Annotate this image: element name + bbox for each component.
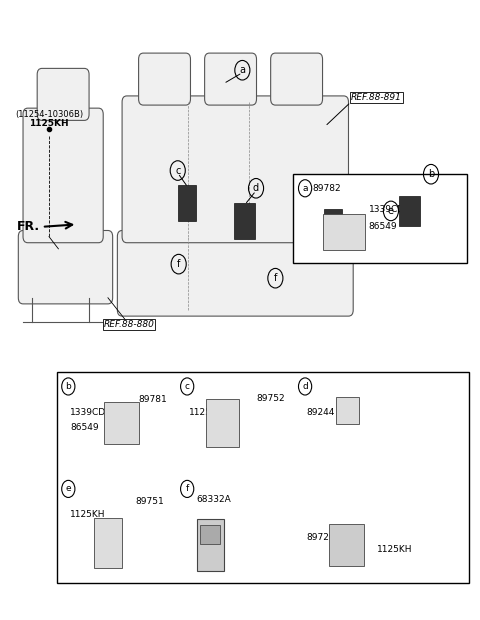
Text: d: d [253,184,259,193]
Text: f: f [177,259,180,269]
Text: REF.88-891: REF.88-891 [351,93,402,102]
FancyBboxPatch shape [18,231,113,304]
Text: REF.88-880: REF.88-880 [104,320,155,329]
Text: 89244: 89244 [306,407,335,417]
Text: 89782: 89782 [312,184,341,193]
FancyBboxPatch shape [399,196,420,226]
Text: 1339CD: 1339CD [369,205,405,213]
Text: 86549: 86549 [70,423,99,432]
FancyBboxPatch shape [104,402,139,444]
Text: 89752: 89752 [256,394,285,403]
Text: a: a [240,65,245,75]
Text: 1125KH: 1125KH [377,545,412,554]
FancyBboxPatch shape [323,214,365,250]
Text: 1125KH: 1125KH [70,510,106,519]
FancyBboxPatch shape [178,185,196,221]
Text: e: e [388,206,394,216]
Text: 1339CD: 1339CD [70,407,107,417]
Text: f: f [274,273,277,283]
FancyBboxPatch shape [206,399,239,447]
FancyBboxPatch shape [37,68,89,120]
Text: FR.: FR. [16,220,39,233]
Text: 89781: 89781 [138,396,167,404]
FancyBboxPatch shape [234,203,255,239]
FancyBboxPatch shape [204,53,256,105]
Text: b: b [65,382,71,391]
Text: 1125KH: 1125KH [29,119,69,128]
FancyBboxPatch shape [324,209,342,239]
Text: a: a [302,184,308,193]
FancyBboxPatch shape [336,397,359,424]
FancyBboxPatch shape [200,525,220,544]
Text: 86549: 86549 [369,222,397,231]
FancyBboxPatch shape [58,373,469,583]
Text: 1125KH: 1125KH [189,407,225,417]
Text: f: f [186,484,189,494]
FancyBboxPatch shape [293,174,467,263]
Text: 68332A: 68332A [197,495,231,505]
Text: (11254-10306B): (11254-10306B) [15,110,83,119]
FancyBboxPatch shape [118,231,353,316]
Text: c: c [185,382,190,391]
Text: b: b [428,169,434,179]
Text: e: e [65,484,71,494]
FancyBboxPatch shape [122,96,348,242]
Text: 89720A: 89720A [306,533,341,542]
FancyBboxPatch shape [23,108,103,242]
FancyBboxPatch shape [94,518,122,568]
FancyBboxPatch shape [197,519,225,570]
FancyBboxPatch shape [139,53,191,105]
Text: c: c [175,166,180,175]
Text: 89751: 89751 [136,497,165,506]
FancyBboxPatch shape [271,53,323,105]
Text: d: d [302,382,308,391]
FancyBboxPatch shape [329,524,363,566]
